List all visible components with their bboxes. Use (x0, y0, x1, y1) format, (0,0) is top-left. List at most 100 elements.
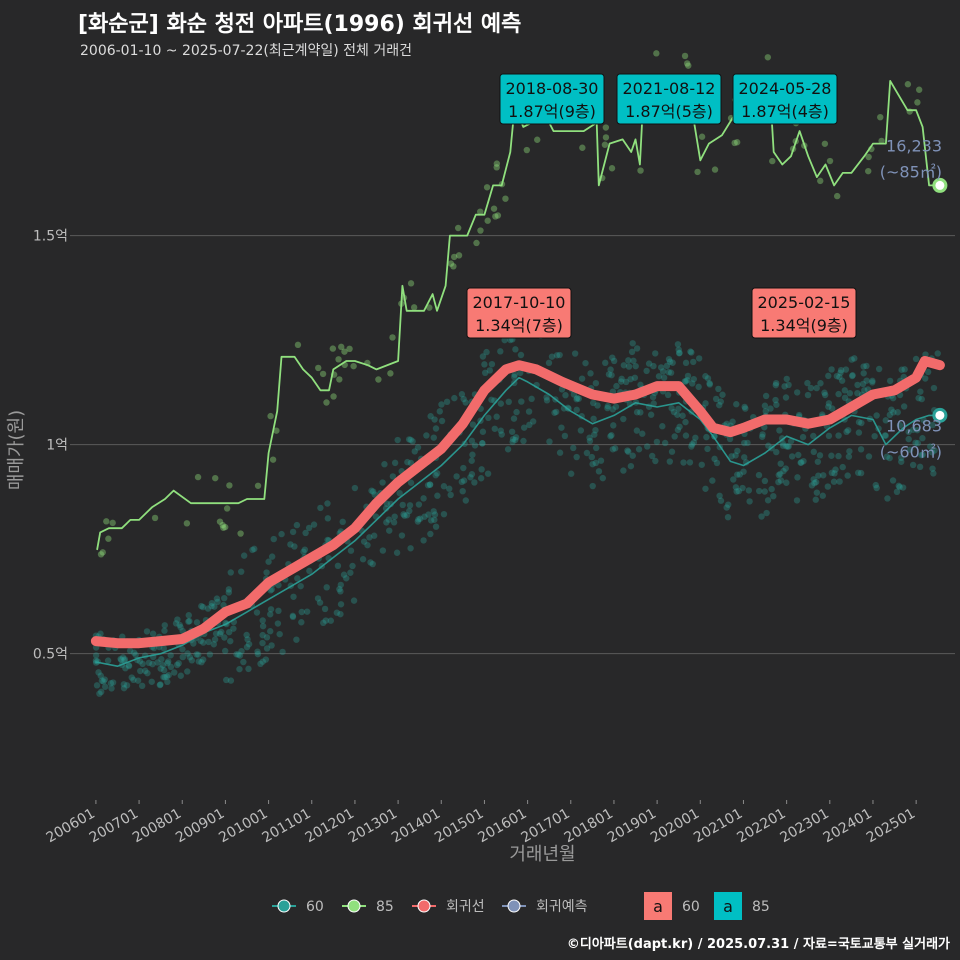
scatter-point-85 (602, 134, 610, 141)
scatter-point-60 (843, 428, 850, 436)
scatter-point-60 (440, 510, 448, 518)
scatter-point-60 (608, 432, 615, 439)
scatter-point-60 (453, 473, 460, 480)
scatter-point-85 (237, 530, 244, 537)
scatter-point-60 (928, 449, 936, 456)
x-tick-label: 201701 (518, 806, 572, 847)
legend-label-glyph: a (723, 897, 733, 916)
callout-date: 2018-08-30 (506, 79, 599, 98)
series-line-회귀선 (90, 356, 945, 649)
scatter-point-60 (371, 491, 378, 498)
scatter-point-60 (835, 432, 842, 439)
scatter-point-60 (179, 653, 186, 661)
scatter-point-60 (888, 406, 895, 413)
scatter-point-60 (886, 454, 893, 462)
scatter-point-60 (558, 424, 565, 431)
scatter-point-60 (204, 605, 212, 612)
scatter-point-60 (667, 369, 675, 376)
scatter-point-60 (268, 553, 276, 560)
scatter-point-60 (631, 374, 639, 381)
scatter-point-60 (287, 541, 294, 548)
scatter-point-60 (227, 569, 234, 576)
legend-label-box (714, 892, 742, 920)
scatter-point-60 (715, 385, 722, 393)
scatter-point-60 (263, 569, 270, 576)
scatter-point-60 (351, 484, 359, 492)
scatter-point-60 (517, 351, 525, 359)
legend-label: 85 (752, 899, 770, 915)
scatter-point-60 (138, 682, 146, 690)
callout-date: 2021-08-12 (623, 79, 716, 98)
scatter-point-60 (245, 665, 252, 673)
scatter-point-60 (620, 362, 628, 369)
scatter-point-85 (914, 99, 921, 106)
scatter-point-60 (767, 405, 774, 412)
y-tick-label: 1.5억 (33, 229, 68, 245)
scatter-point-60 (427, 413, 434, 420)
scatter-point-60 (468, 471, 476, 478)
scatter-point-60 (595, 468, 603, 475)
y-tick-label: 1억 (46, 438, 68, 454)
scatter-point-85 (493, 160, 501, 167)
scatter-point-60 (798, 459, 805, 466)
scatter-point-60 (443, 398, 451, 406)
scatter-point-60 (637, 409, 644, 416)
scatter-point-60 (777, 460, 784, 467)
scatter-point-85 (473, 239, 480, 247)
scatter-point-60 (415, 501, 423, 508)
x-tick-label: 200701 (87, 806, 141, 847)
scatter-point-60 (759, 431, 766, 438)
scatter-point-60 (863, 377, 870, 384)
scatter-point-85 (681, 52, 689, 60)
scatter-point-60 (379, 479, 386, 486)
scatter-point-60 (469, 421, 477, 428)
scatter-point-60 (865, 453, 873, 460)
scatter-point-60 (668, 448, 676, 455)
scatter-point-60 (703, 433, 710, 441)
scatter-point-60 (479, 353, 487, 360)
scatter-point-85 (109, 519, 116, 527)
scatter-point-60 (828, 452, 835, 459)
scatter-point-60 (430, 508, 437, 515)
scatter-point-60 (407, 479, 415, 486)
scatter-point-60 (788, 453, 796, 460)
scatter-point-85 (492, 213, 499, 220)
scatter-point-60 (849, 372, 856, 380)
scatter-point-60 (773, 401, 780, 408)
scatter-point-60 (629, 340, 636, 347)
scatter-point-60 (406, 502, 414, 509)
scatter-point-60 (684, 372, 692, 380)
scatter-point-60 (825, 403, 832, 410)
scatter-point-60 (501, 336, 508, 344)
scatter-point-60 (717, 398, 724, 405)
scatter-point-60 (294, 575, 301, 582)
scatter-point-60 (198, 602, 205, 610)
scatter-point-60 (573, 453, 580, 461)
scatter-point-60 (632, 362, 639, 370)
scatter-point-60 (773, 448, 780, 456)
scatter-point-60 (139, 660, 146, 668)
scatter-point-60 (610, 422, 617, 429)
scatter-point-60 (882, 417, 889, 424)
scatter-point-60 (459, 487, 466, 495)
scatter-point-60 (121, 657, 128, 664)
scatter-point-60 (653, 438, 661, 446)
scatter-point-85 (105, 535, 112, 542)
scatter-point-60 (668, 405, 675, 412)
scatter-point-60 (851, 355, 858, 362)
scatter-point-60 (578, 375, 586, 382)
scatter-point-60 (438, 401, 445, 408)
scatter-point-60 (859, 380, 867, 388)
scatter-point-60 (812, 478, 820, 486)
scatter-point-60 (497, 348, 504, 355)
scatter-point-60 (609, 354, 616, 361)
scatter-point-60 (588, 453, 595, 461)
scatter-point-60 (167, 663, 175, 671)
scatter-point-60 (267, 611, 274, 618)
scatter-point-60 (160, 667, 168, 674)
scatter-point-60 (548, 353, 556, 360)
scatter-point-85 (683, 60, 691, 67)
scatter-point-60 (592, 459, 600, 467)
scatter-point-60 (300, 548, 307, 555)
scatter-point-60 (322, 617, 330, 624)
